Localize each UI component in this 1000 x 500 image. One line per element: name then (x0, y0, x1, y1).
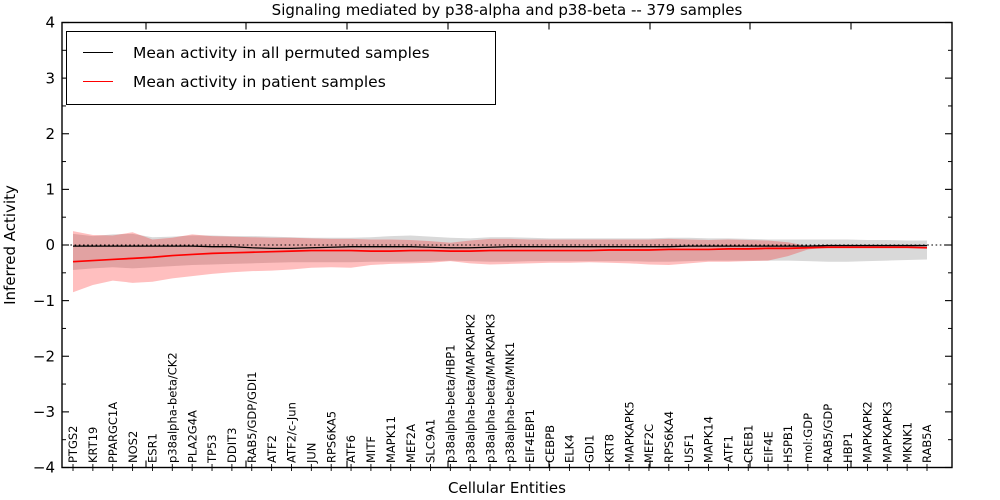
x-tick-label: MEF2A (404, 424, 418, 463)
legend: Mean activity in all permuted samples Me… (66, 31, 496, 105)
y-tick-label: 0 (45, 236, 55, 254)
permuted-std-band (73, 233, 927, 271)
x-tick-label: p38alpha-beta/MAPKAPK2 (463, 314, 477, 464)
x-tick-label: MAPKAPK3 (880, 401, 894, 463)
x-tick-label: KRT19 (86, 427, 100, 463)
x-tick-label: GDI1 (583, 435, 597, 463)
chart-title: Signaling mediated by p38-alpha and p38-… (271, 1, 743, 19)
x-tick-label: ATF1 (722, 435, 736, 463)
legend-line-sample-black (83, 52, 113, 53)
y-tick-label: −1 (33, 292, 55, 310)
x-tick-label: EIF4E (761, 431, 775, 463)
x-tick-label: HSPB1 (781, 425, 795, 463)
legend-item-patient: Mean activity in patient samples (79, 67, 487, 96)
legend-label: Mean activity in all permuted samples (133, 43, 430, 62)
y-tick-label: 2 (45, 125, 55, 143)
x-tick-label: MITF (364, 436, 378, 463)
x-tick-label: HBP1 (841, 432, 855, 463)
x-tick-label: RAB5A (920, 424, 934, 463)
x-tick-label: RAB5/GDP (821, 404, 835, 463)
x-tick-label: JUN (305, 443, 319, 464)
x-tick-label: MAPK14 (702, 416, 716, 463)
x-tick-label: p38alpha-beta/CK2 (166, 352, 180, 463)
y-tick-label: 1 (45, 181, 55, 199)
x-tick-label: USF1 (682, 433, 696, 463)
x-tick-label: PLA2G4A (185, 410, 199, 463)
y-tick-label: 3 (45, 69, 55, 87)
legend-label: Mean activity in patient samples (133, 72, 386, 91)
x-tick-label: mol:GDP (801, 413, 815, 463)
y-tick-label: −2 (33, 347, 55, 365)
x-tick-label: CREB1 (741, 425, 755, 464)
x-tick-label: DDIT3 (225, 428, 239, 463)
x-tick-label: TP53 (205, 434, 219, 464)
x-tick-label: ATF2/c-Jun (285, 402, 299, 463)
x-tick-label: PTGS2 (66, 426, 80, 464)
x-tick-label: MAPK11 (384, 416, 398, 463)
x-tick-label: MAPKAPK5 (622, 401, 636, 463)
x-tick-label: ATF6 (344, 435, 358, 463)
x-tick-label: ATF2 (265, 435, 279, 463)
x-tick-label: EIF4EBP1 (523, 409, 537, 463)
x-tick-label: PPARGC1A (106, 402, 120, 463)
y-axis-label: Inferred Activity (1, 185, 19, 305)
legend-item-permuted: Mean activity in all permuted samples (79, 38, 487, 67)
legend-line-sample-red (83, 81, 113, 82)
x-tick-label: SLC9A1 (424, 419, 438, 463)
x-tick-label: MAPKAPK2 (861, 401, 875, 463)
x-axis-label: Cellular Entities (448, 479, 566, 497)
y-tick-label: −3 (33, 403, 55, 421)
x-tick-label: MKNK1 (900, 422, 914, 463)
x-tick-label: RAB5/GDP/GDI1 (245, 371, 259, 463)
y-tick-label: −4 (33, 459, 55, 477)
x-tick-label: p38alpha-beta/MAPKAPK3 (483, 314, 497, 464)
x-tick-label: KRT8 (602, 434, 616, 463)
x-tick-label: p38alpha-beta/MNK1 (503, 342, 517, 463)
x-tick-label: RPS6KA4 (662, 411, 676, 463)
x-tick-label: CEBPB (543, 425, 557, 463)
y-tick-label: 4 (45, 14, 55, 32)
x-tick-label: MEF2C (642, 424, 656, 463)
x-tick-label: RPS6KA5 (324, 411, 338, 463)
patient-mean-line (72, 246, 928, 263)
x-tick-label: p38alpha-beta/HBP1 (444, 344, 458, 463)
permuted-mean-line (73, 244, 927, 249)
x-tick-label: NOS2 (126, 431, 140, 463)
x-tick-label: ELK4 (563, 434, 577, 463)
x-tick-label: ESR1 (146, 433, 160, 463)
